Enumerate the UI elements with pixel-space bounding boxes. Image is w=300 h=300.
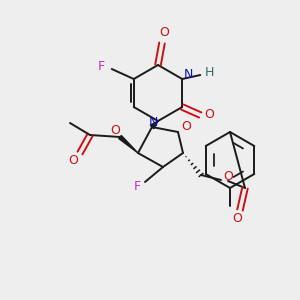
Text: O: O — [68, 154, 78, 166]
Text: N: N — [184, 68, 193, 80]
Text: N: N — [148, 116, 158, 128]
Text: O: O — [232, 212, 242, 226]
Text: O: O — [223, 170, 233, 184]
Text: O: O — [204, 107, 214, 121]
Text: H: H — [205, 65, 214, 79]
Polygon shape — [119, 136, 138, 153]
Text: F: F — [98, 61, 105, 74]
Text: O: O — [110, 124, 120, 136]
Text: O: O — [181, 121, 191, 134]
Polygon shape — [150, 121, 158, 129]
Text: F: F — [134, 181, 141, 194]
Text: O: O — [159, 26, 169, 40]
